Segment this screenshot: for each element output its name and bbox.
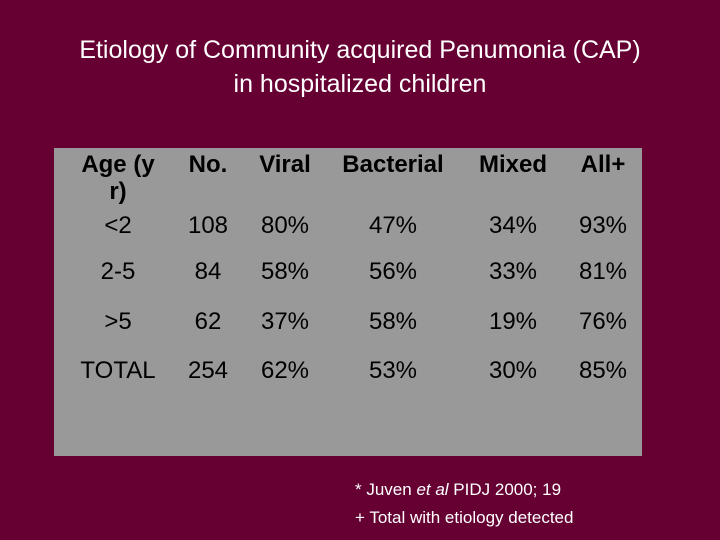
- table-cell: 37%: [260, 308, 310, 335]
- table-cell: 76%: [578, 308, 628, 335]
- table-cell: 81%: [578, 258, 628, 285]
- table-cell: 85%: [578, 357, 628, 384]
- column-header: Mixed: [478, 151, 547, 178]
- citation-text: * Juven: [355, 480, 417, 499]
- column-header: Age (yr): [81, 151, 155, 205]
- title-line: Etiology of Community acquired Penumonia…: [79, 36, 641, 64]
- table-cell: 30%: [488, 357, 538, 384]
- citation-text: et al: [416, 480, 449, 499]
- citation-text: PIDJ 2000; 19: [448, 480, 562, 499]
- table-cell: 254: [187, 357, 229, 384]
- citation: * Juven et al PIDJ 2000; 19: [355, 480, 561, 500]
- table-cell: <2: [104, 212, 132, 239]
- table-cell: 34%: [488, 212, 538, 239]
- table-cell: 33%: [488, 258, 538, 285]
- table-cell: TOTAL: [80, 357, 156, 384]
- table-cell: 58%: [368, 308, 418, 335]
- table-cell: 47%: [368, 212, 418, 239]
- table-cell: 62%: [260, 357, 310, 384]
- table-cell: 84: [194, 258, 222, 285]
- table-cell: 58%: [260, 258, 310, 285]
- title-line: in hospitalized children: [233, 70, 487, 98]
- footnote: + Total with etiology detected: [355, 508, 574, 527]
- table-cell: 93%: [578, 212, 628, 239]
- column-header: All+: [580, 151, 626, 178]
- table-cell: 80%: [260, 212, 310, 239]
- table-cell: 2-5: [100, 258, 136, 285]
- table-cell: 56%: [368, 258, 418, 285]
- table-cell: 53%: [368, 357, 418, 384]
- table-cell: >5: [104, 308, 132, 335]
- column-header: Bacterial: [342, 151, 444, 178]
- table: Age (yr) No. Viral Bacterial Mixed All+ <2 108 8…: [54, 148, 642, 456]
- column-header: No.: [188, 151, 228, 178]
- table-cell: 19%: [488, 308, 538, 335]
- table-cell: 62: [194, 308, 222, 335]
- column-header: Viral: [259, 151, 311, 178]
- table-cell: 108: [187, 212, 229, 239]
